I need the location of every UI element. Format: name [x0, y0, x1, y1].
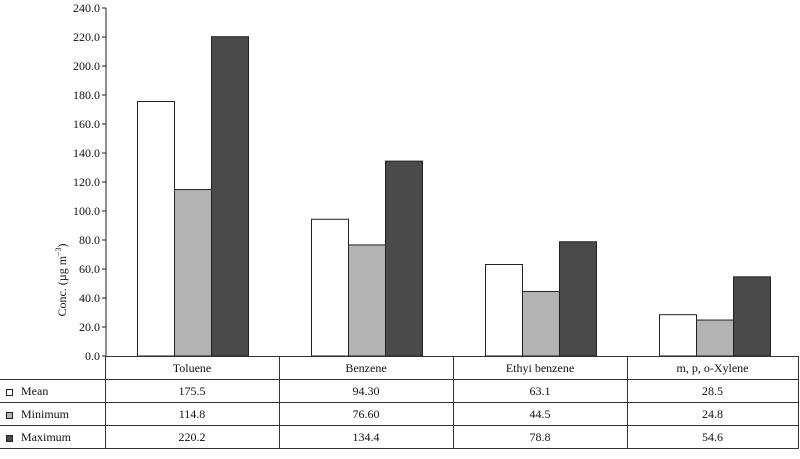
- bar-maximum: [385, 160, 423, 357]
- y-tick-label: 60.0: [79, 262, 100, 276]
- table-cell: 24.8: [626, 402, 799, 426]
- y-tick-label: 160.0: [73, 117, 100, 131]
- legend-swatch-mean: [6, 388, 13, 396]
- y-tick-label: 200.0: [73, 59, 100, 73]
- table-cell: 28.5: [626, 379, 799, 403]
- data-table-header-row: Toluene Benzene Ethyi benzene m, p, o-Xy…: [0, 356, 799, 380]
- bar-mean: [485, 264, 523, 357]
- y-tick-label: 140.0: [73, 146, 100, 160]
- data-table: Toluene Benzene Ethyi benzene m, p, o-Xy…: [0, 356, 799, 449]
- bar-mean: [137, 101, 175, 357]
- legend-entry-minimum: Minimum: [0, 402, 106, 426]
- category-label: m, p, o-Xylene: [626, 356, 799, 380]
- bar-maximum: [733, 276, 771, 357]
- table-cell: 44.5: [452, 402, 628, 426]
- bar-minimum: [174, 189, 212, 357]
- legend-swatch-minimum: [6, 411, 13, 419]
- y-tick-label: 240.0: [73, 1, 100, 15]
- legend-entry-mean: Mean: [0, 379, 106, 403]
- table-row-maximum: Maximum 220.2 134.4 78.8 54.6: [0, 425, 799, 449]
- y-tick-label: 100.0: [73, 204, 100, 218]
- y-tick-label: 120.0: [73, 175, 100, 189]
- y-tick-label: 40.0: [79, 291, 100, 305]
- category-label: Toluene: [104, 356, 280, 380]
- table-cell: 134.4: [278, 425, 454, 449]
- table-row-minimum: Minimum 114.8 76.60 44.5 24.8: [0, 402, 799, 426]
- bar-minimum: [522, 290, 560, 357]
- y-tick-label: 220.0: [73, 30, 100, 44]
- table-cell: 78.8: [452, 425, 628, 449]
- table-cell: 76.60: [278, 402, 454, 426]
- table-cell: 114.8: [104, 402, 280, 426]
- bar-mean: [311, 218, 349, 357]
- legend-swatch-maximum: [6, 434, 13, 442]
- bar-maximum: [559, 241, 597, 357]
- bar-mean: [659, 314, 697, 357]
- table-cell: 54.6: [626, 425, 799, 449]
- y-tick-label: 180.0: [73, 88, 100, 102]
- category-label: Benzene: [278, 356, 454, 380]
- table-cell: 220.2: [104, 425, 280, 449]
- y-tick-label: 80.0: [79, 233, 100, 247]
- table-cell: 175.5: [104, 379, 280, 403]
- y-tick-label: 20.0: [79, 320, 100, 334]
- bar-minimum: [696, 319, 734, 357]
- y-axis-label: Conc. (µg m−3): [54, 243, 69, 317]
- table-cell: 63.1: [452, 379, 628, 403]
- bar-maximum: [211, 36, 249, 357]
- data-table-corner: [0, 356, 106, 380]
- table-row-mean: Mean 175.5 94.30 63.1 28.5: [0, 379, 799, 403]
- legend-entry-maximum: Maximum: [0, 425, 106, 449]
- bar-minimum: [348, 244, 386, 357]
- category-label: Ethyi benzene: [452, 356, 628, 380]
- table-cell: 94.30: [278, 379, 454, 403]
